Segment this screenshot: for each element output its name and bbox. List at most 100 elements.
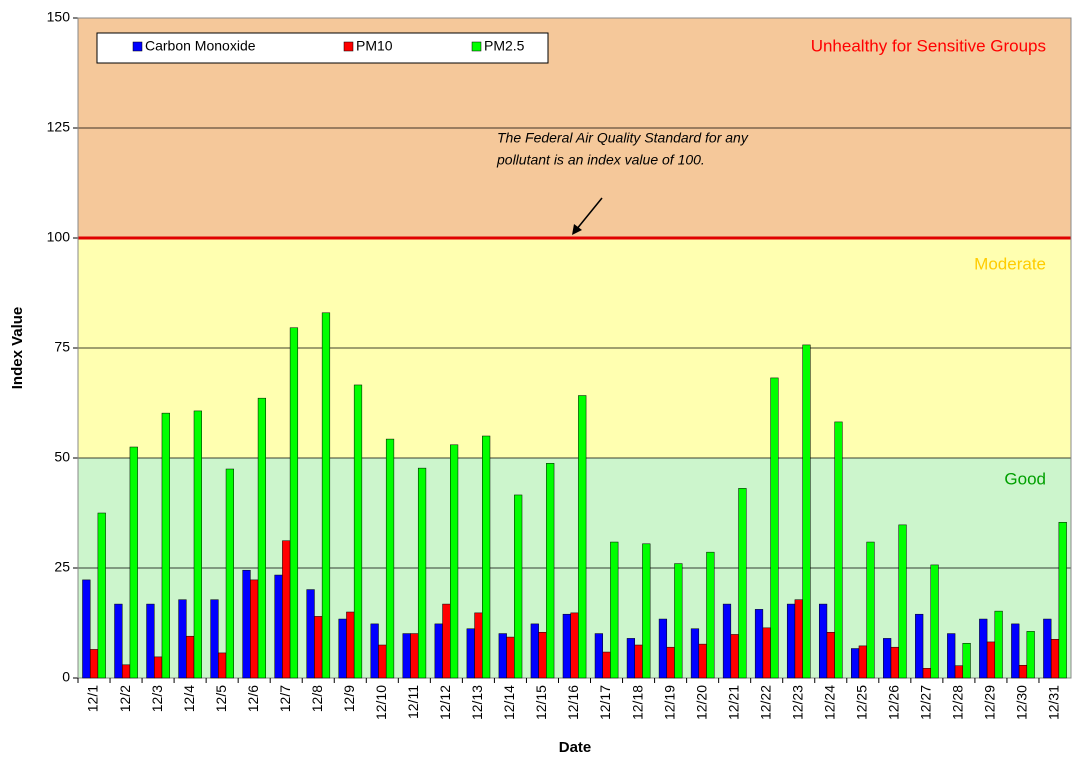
bar xyxy=(738,488,747,679)
bar xyxy=(922,668,931,679)
zone-label: Good xyxy=(1004,469,1046,488)
x-tick-label: 12/23 xyxy=(789,685,805,720)
bar xyxy=(210,599,219,679)
bar xyxy=(1018,664,1028,679)
x-tick-label: 12/10 xyxy=(373,685,389,720)
bar xyxy=(410,633,419,679)
bar xyxy=(883,638,892,679)
bar xyxy=(129,446,138,679)
bar xyxy=(538,631,547,679)
bar xyxy=(450,444,459,679)
bar xyxy=(690,628,700,679)
bar xyxy=(178,599,187,679)
bar xyxy=(474,612,483,679)
x-tick-label: 12/24 xyxy=(821,685,837,720)
x-tick-label: 12/3 xyxy=(149,685,165,712)
bar xyxy=(730,634,739,679)
bar xyxy=(947,633,956,679)
y-tick-label: 25 xyxy=(54,559,70,575)
x-tick-label: 12/1 xyxy=(85,685,101,712)
x-tick-label: 12/14 xyxy=(501,685,517,720)
bar xyxy=(482,435,491,679)
x-tick-label: 12/27 xyxy=(918,685,934,720)
bar xyxy=(121,664,131,679)
bar xyxy=(962,642,971,679)
bar xyxy=(466,628,475,679)
legend-swatch xyxy=(471,41,482,52)
x-tick-label: 12/29 xyxy=(982,685,998,720)
bar xyxy=(722,603,732,679)
y-tick-label: 125 xyxy=(47,119,71,135)
annotation: The Federal Air Quality Standard for any xyxy=(497,130,749,146)
y-tick-label: 0 xyxy=(62,669,70,685)
y-tick-label: 150 xyxy=(47,9,71,25)
bar xyxy=(186,635,195,679)
bar xyxy=(698,643,707,679)
legend-label: PM2.5 xyxy=(484,38,525,54)
bar xyxy=(514,494,523,679)
bar xyxy=(370,623,379,679)
bar xyxy=(442,603,451,679)
bar xyxy=(257,397,267,679)
bar xyxy=(826,631,835,679)
bar xyxy=(786,603,796,679)
bar xyxy=(225,468,234,679)
bar xyxy=(658,618,668,679)
y-axis-title: Index Value xyxy=(9,307,26,390)
legend-label: Carbon Monoxide xyxy=(145,38,256,54)
bar xyxy=(562,613,571,679)
bar xyxy=(986,641,996,679)
bar xyxy=(866,541,875,679)
annotation-arrowhead xyxy=(572,224,582,235)
x-tick-label: 12/21 xyxy=(725,685,741,720)
bar xyxy=(674,563,683,679)
bar xyxy=(154,656,163,679)
x-tick-label: 12/22 xyxy=(757,685,773,720)
x-tick-label: 12/20 xyxy=(693,685,709,720)
bar xyxy=(82,579,91,679)
bar xyxy=(802,344,811,679)
bar xyxy=(242,569,251,679)
bar xyxy=(602,651,611,679)
bar xyxy=(1058,521,1067,679)
x-tick-label: 12/25 xyxy=(853,685,869,720)
x-tick-label: 12/19 xyxy=(661,685,677,720)
x-axis-title: Date xyxy=(559,739,592,756)
bar xyxy=(915,613,924,679)
x-tick-label: 12/9 xyxy=(341,685,357,712)
x-tick-label: 12/26 xyxy=(886,685,902,720)
annotation-arrow xyxy=(575,197,603,231)
bar xyxy=(314,616,323,679)
bar xyxy=(1043,618,1052,679)
bar xyxy=(706,551,715,679)
x-tick-label: 12/11 xyxy=(405,685,421,719)
bar xyxy=(546,463,555,679)
bar xyxy=(506,636,515,679)
x-tick-label: 12/13 xyxy=(469,685,485,720)
bar xyxy=(282,540,291,679)
bar xyxy=(890,646,899,679)
bar xyxy=(594,633,603,679)
x-tick-label: 12/8 xyxy=(309,685,325,712)
bar xyxy=(385,438,395,679)
bar xyxy=(146,603,155,679)
bar xyxy=(898,524,907,679)
bar xyxy=(626,638,635,679)
x-tick-label: 12/15 xyxy=(533,685,549,720)
bar xyxy=(794,599,803,679)
x-tick-label: 12/2 xyxy=(117,685,133,712)
bar xyxy=(161,412,170,679)
zone-label: Unhealthy for Sensitive Groups xyxy=(811,36,1046,55)
annotation: pollutant is an index value of 100. xyxy=(496,152,705,168)
bar xyxy=(1026,631,1035,679)
bar xyxy=(770,377,779,679)
x-tick-label: 12/7 xyxy=(277,685,293,712)
bar xyxy=(994,610,1003,679)
bar xyxy=(1050,639,1060,679)
bar xyxy=(642,543,651,679)
bar xyxy=(762,627,771,679)
x-tick-label: 12/4 xyxy=(181,685,197,712)
bar xyxy=(306,589,315,679)
legend-swatch xyxy=(343,41,354,52)
